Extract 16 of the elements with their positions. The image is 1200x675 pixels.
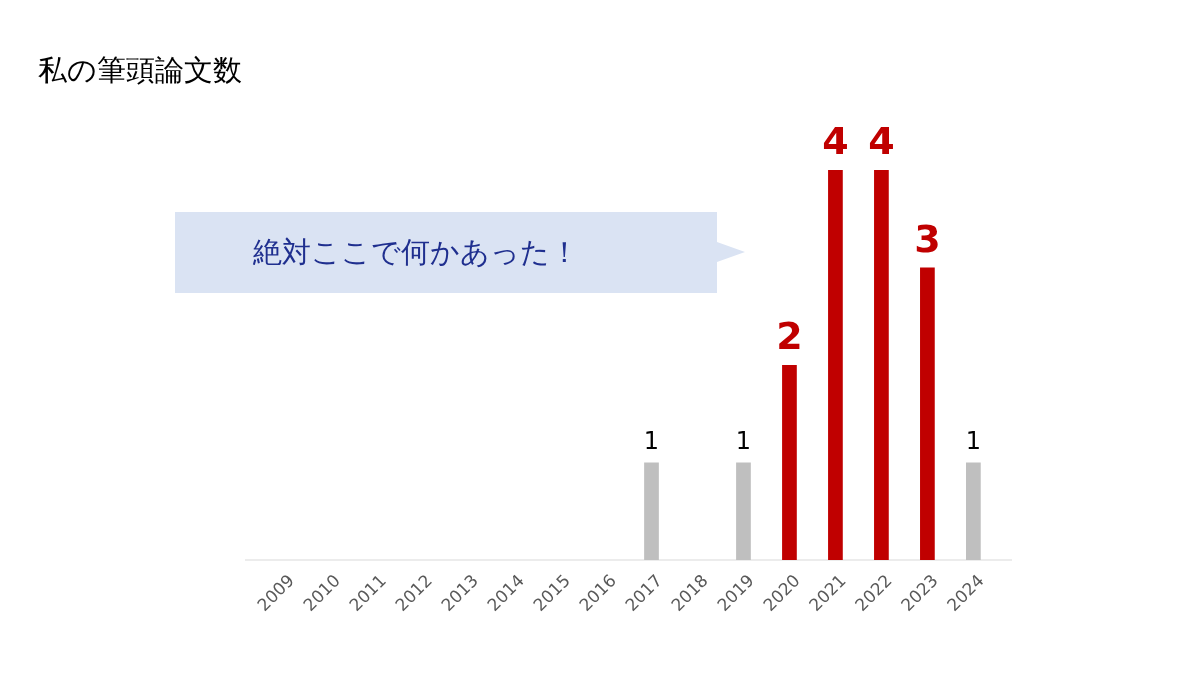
bar [874,170,889,560]
bar [782,365,797,560]
chart-title: 私の筆頭論文数 [38,53,242,87]
annotation: 絶対ここで何かあった！ [252,235,579,269]
data-label: 3 [914,216,941,261]
bar [644,462,659,560]
data-label: 1 [965,426,982,455]
bar [736,462,751,560]
bar [920,267,935,560]
data-label: 1 [643,426,660,455]
bar [966,462,981,560]
data-label: 4 [868,119,895,163]
data-label: 4 [822,119,849,163]
bar [828,170,843,560]
data-label: 2 [776,314,803,358]
data-label: 1 [735,426,752,455]
